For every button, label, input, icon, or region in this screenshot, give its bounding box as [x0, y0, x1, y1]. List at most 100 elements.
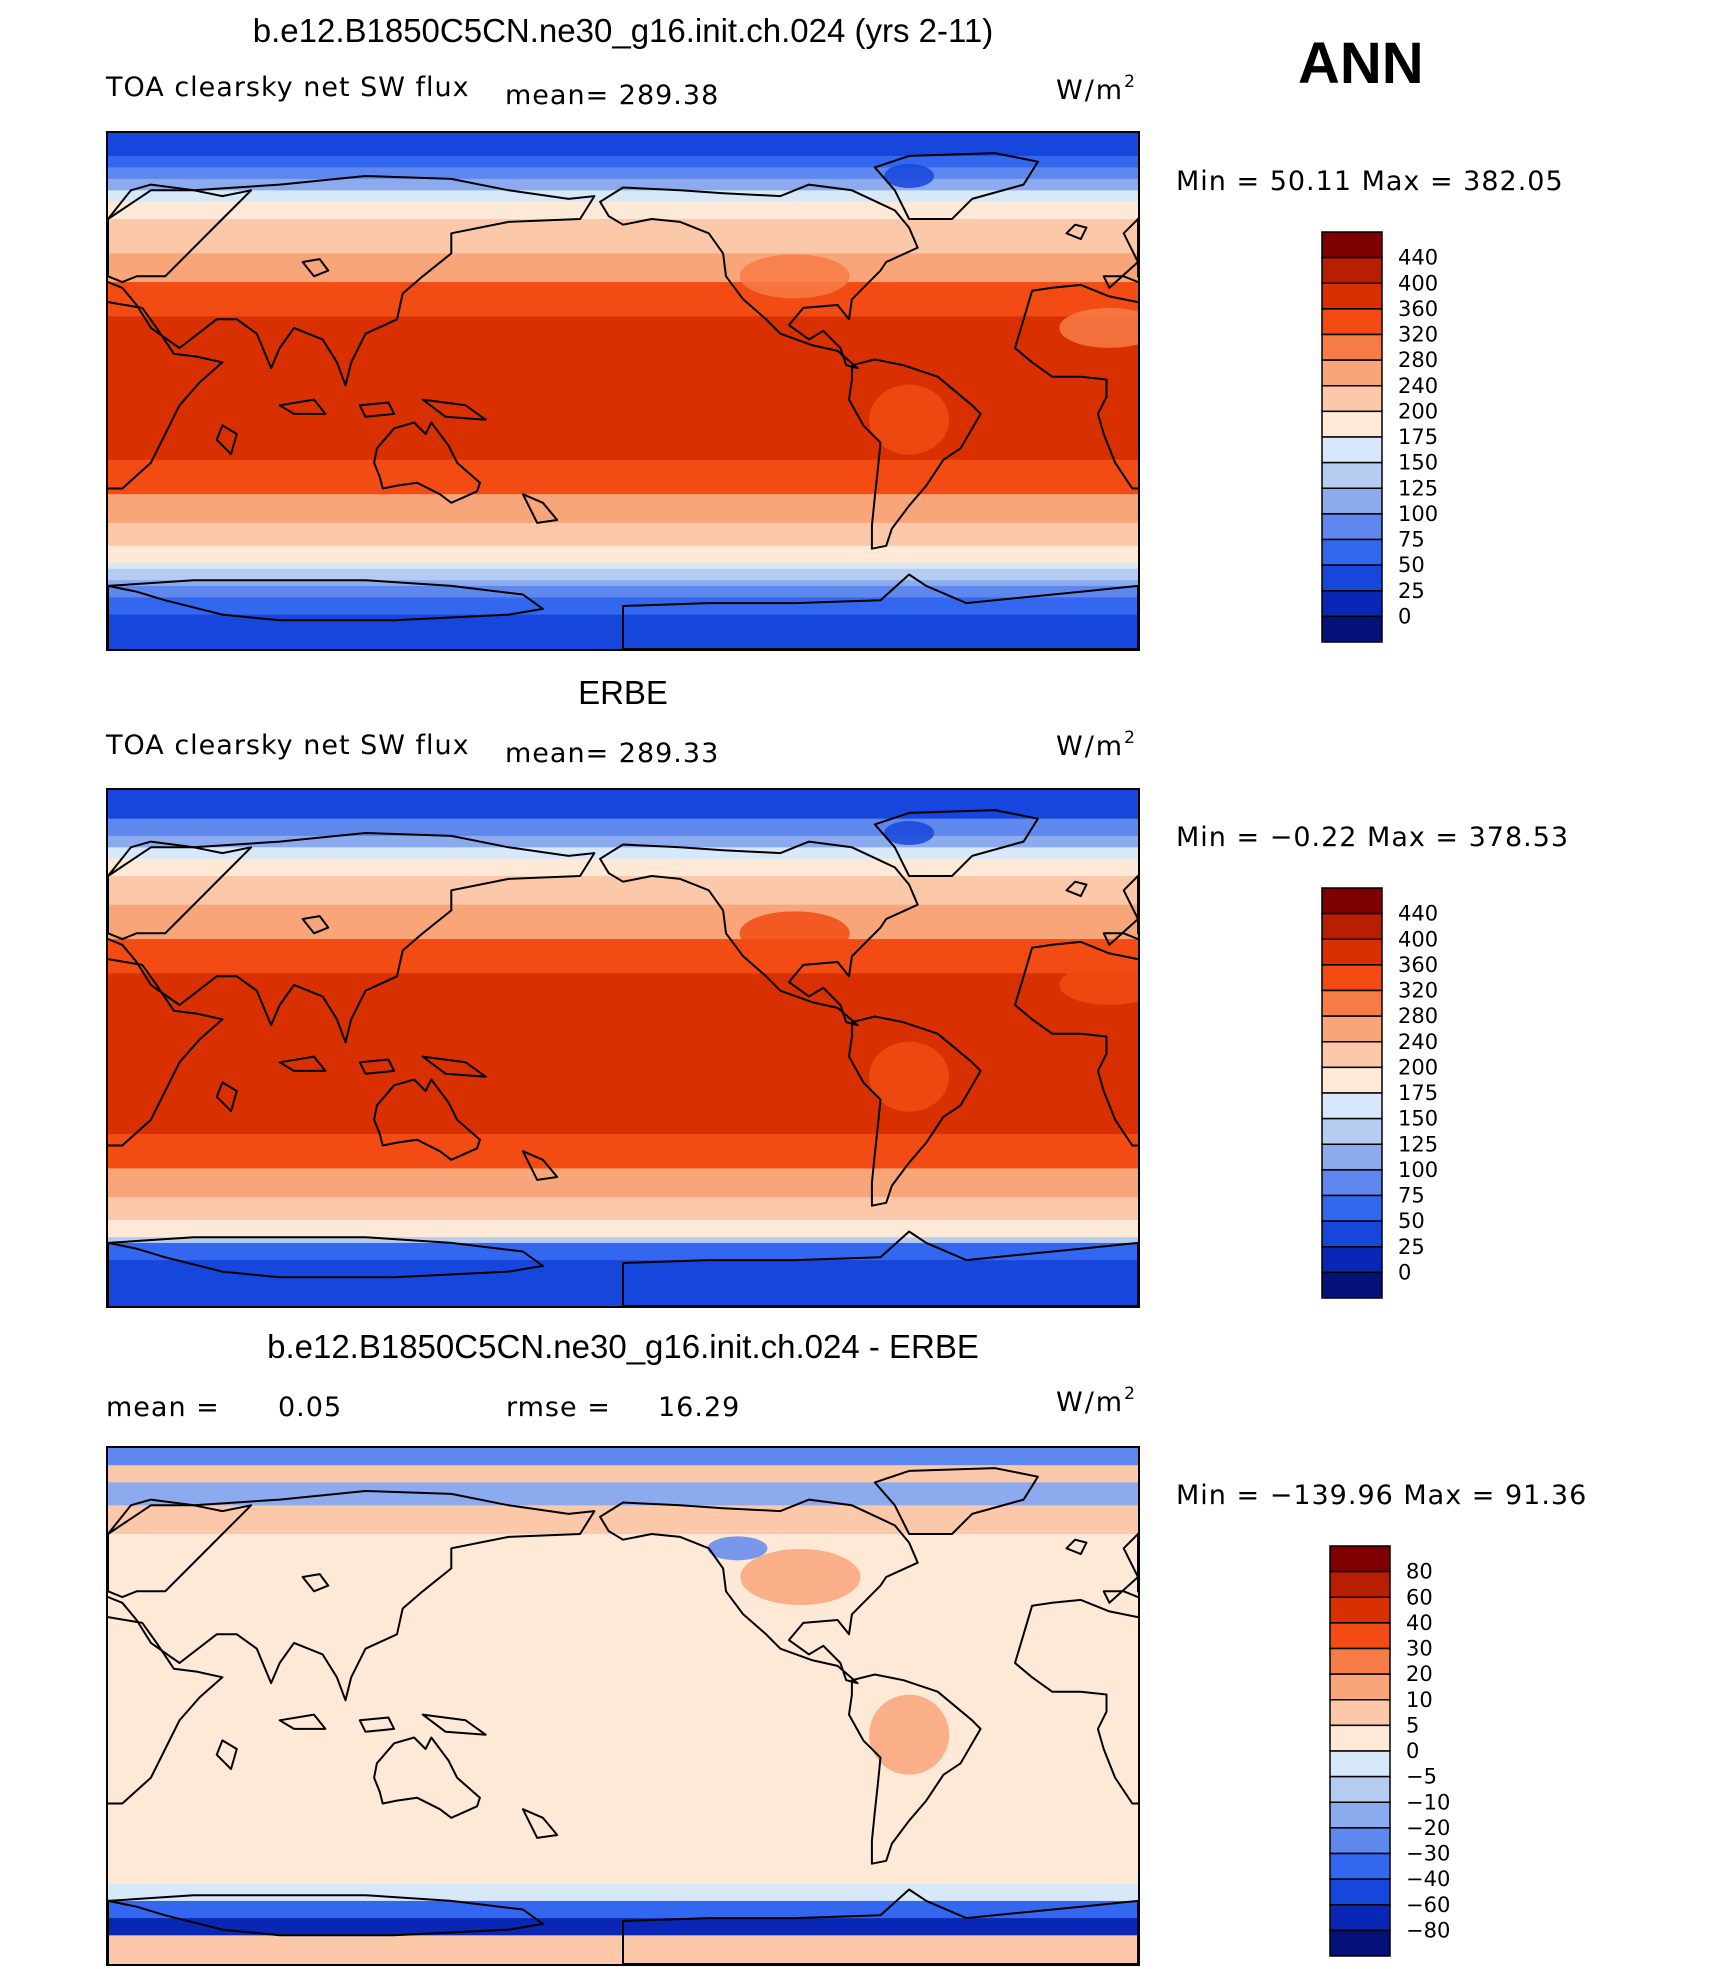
panel-1-colorbar: 440 400 360 320 280 240 200 175 150 125 100 75 50 25 0	[1321, 231, 1492, 643]
coastline	[358, 401, 396, 418]
colorbar-label: 30	[1406, 1637, 1433, 1661]
colorbar-box	[1329, 1929, 1391, 1957]
colorbar-box	[1321, 461, 1383, 489]
colorbar-box	[1321, 1066, 1383, 1094]
land-shade	[739, 911, 850, 956]
colorbar-box	[1321, 231, 1383, 259]
colorbar-label: 240	[1398, 374, 1438, 398]
colorbar-box	[1329, 1545, 1391, 1573]
lat-band	[108, 1465, 1138, 1483]
colorbar-label: 320	[1398, 323, 1438, 347]
coastline	[301, 1573, 330, 1593]
coastline	[108, 301, 224, 490]
panel-2-colorbar: 440 400 360 320 280 240 200 175 150 125 100 75 50 25 0	[1321, 887, 1492, 1299]
colorbar-label: −30	[1406, 1842, 1450, 1866]
panel-2-variable: TOA clearsky net SW flux	[106, 730, 470, 761]
coastline	[599, 1498, 919, 1685]
coastline	[1014, 940, 1138, 1147]
lat-band	[108, 939, 1138, 974]
colorbar-label: 440	[1398, 902, 1438, 926]
lat-band	[108, 847, 1138, 860]
colorbar-box	[1321, 410, 1383, 438]
colorbar-label: 400	[1398, 927, 1438, 951]
panel-1-variable: TOA clearsky net SW flux	[106, 72, 470, 103]
coastline	[373, 1078, 481, 1161]
coastline	[301, 915, 330, 935]
colorbar-label: 150	[1398, 1107, 1438, 1131]
colorbar-box	[1329, 1827, 1391, 1855]
colorbar-label: 10	[1406, 1688, 1433, 1712]
colorbar-label: 175	[1398, 1081, 1438, 1105]
colorbar-label: 0	[1398, 1260, 1411, 1284]
coastline	[278, 398, 327, 415]
panel-2-heatmap	[108, 790, 1138, 1306]
coastline	[599, 840, 919, 1027]
colorbar-label: 25	[1398, 1235, 1425, 1259]
colorbar-box	[1321, 538, 1383, 566]
coastline	[108, 183, 253, 284]
coastline	[848, 1673, 982, 1865]
panel-2-minmax: Min = −0.22 Max = 378.53	[1176, 822, 1570, 853]
coastline	[108, 579, 544, 622]
coastline	[622, 1888, 1138, 1964]
land-shade	[1059, 964, 1138, 1005]
colorbar-label: 0	[1398, 604, 1411, 628]
panel-3-rmse-label: rmse =	[506, 1392, 611, 1423]
coastline	[873, 152, 1039, 220]
lat-band	[108, 545, 1138, 564]
lat-band	[108, 818, 1138, 837]
coastline	[278, 1713, 327, 1730]
coastline	[1014, 283, 1138, 490]
lat-band	[108, 1134, 1138, 1169]
lat-band	[108, 1534, 1138, 1885]
coastline	[108, 175, 596, 387]
land-shade	[1059, 307, 1138, 348]
colorbar-box	[1329, 1724, 1391, 1752]
colorbar-box	[1329, 1775, 1391, 1803]
colorbar-label: 150	[1398, 451, 1438, 475]
panel-2-map	[106, 788, 1140, 1308]
colorbar-box	[1329, 1699, 1391, 1727]
colorbar-box	[1321, 912, 1383, 940]
panel-1-title: b.e12.B1850C5CN.ne30_g16.init.ch.024 (yr…	[252, 12, 994, 49]
coastline	[373, 421, 481, 504]
colorbar-label: 50	[1398, 1209, 1425, 1233]
colorbar-box	[1321, 1169, 1383, 1197]
colorbar-label: 100	[1398, 1158, 1438, 1182]
panel-2-units: W/m2	[1056, 728, 1137, 762]
panel-3-mean-value: 0.05	[278, 1392, 343, 1423]
coastline	[358, 1058, 396, 1075]
panel-3-heatmap	[108, 1448, 1138, 1964]
coastline	[108, 832, 596, 1044]
lat-band	[108, 1448, 1138, 1466]
lat-band	[108, 858, 1138, 877]
panel-3-units: W/m2	[1056, 1384, 1137, 1418]
colorbar-box	[1321, 989, 1383, 1017]
colorbar-box	[1321, 385, 1383, 413]
coastline	[108, 1616, 224, 1805]
coastline	[108, 1894, 544, 1937]
coastline	[848, 1015, 982, 1207]
coastline	[421, 1713, 487, 1736]
colorbar-label: 440	[1398, 246, 1438, 270]
land-shade	[884, 821, 935, 845]
colorbar-box	[1321, 333, 1383, 361]
lat-band	[108, 282, 1138, 317]
coastline	[421, 1055, 487, 1078]
colorbar-box	[1329, 1750, 1391, 1778]
coastline	[873, 1467, 1039, 1535]
coastline	[1014, 1598, 1138, 1805]
colorbar-label: 80	[1406, 1560, 1433, 1584]
lat-band	[108, 1220, 1138, 1238]
land-shade	[869, 1694, 950, 1775]
coastline	[108, 1490, 596, 1702]
panel-3-map	[106, 1446, 1140, 1966]
colorbar-label: 25	[1398, 579, 1425, 603]
coastline	[599, 183, 919, 370]
colorbar-box	[1321, 615, 1383, 643]
coastline	[521, 1150, 559, 1181]
lat-band	[108, 178, 1138, 191]
colorbar-label: 320	[1398, 979, 1438, 1003]
colorbar-box	[1329, 1596, 1391, 1624]
colorbar-label: −60	[1406, 1893, 1450, 1917]
